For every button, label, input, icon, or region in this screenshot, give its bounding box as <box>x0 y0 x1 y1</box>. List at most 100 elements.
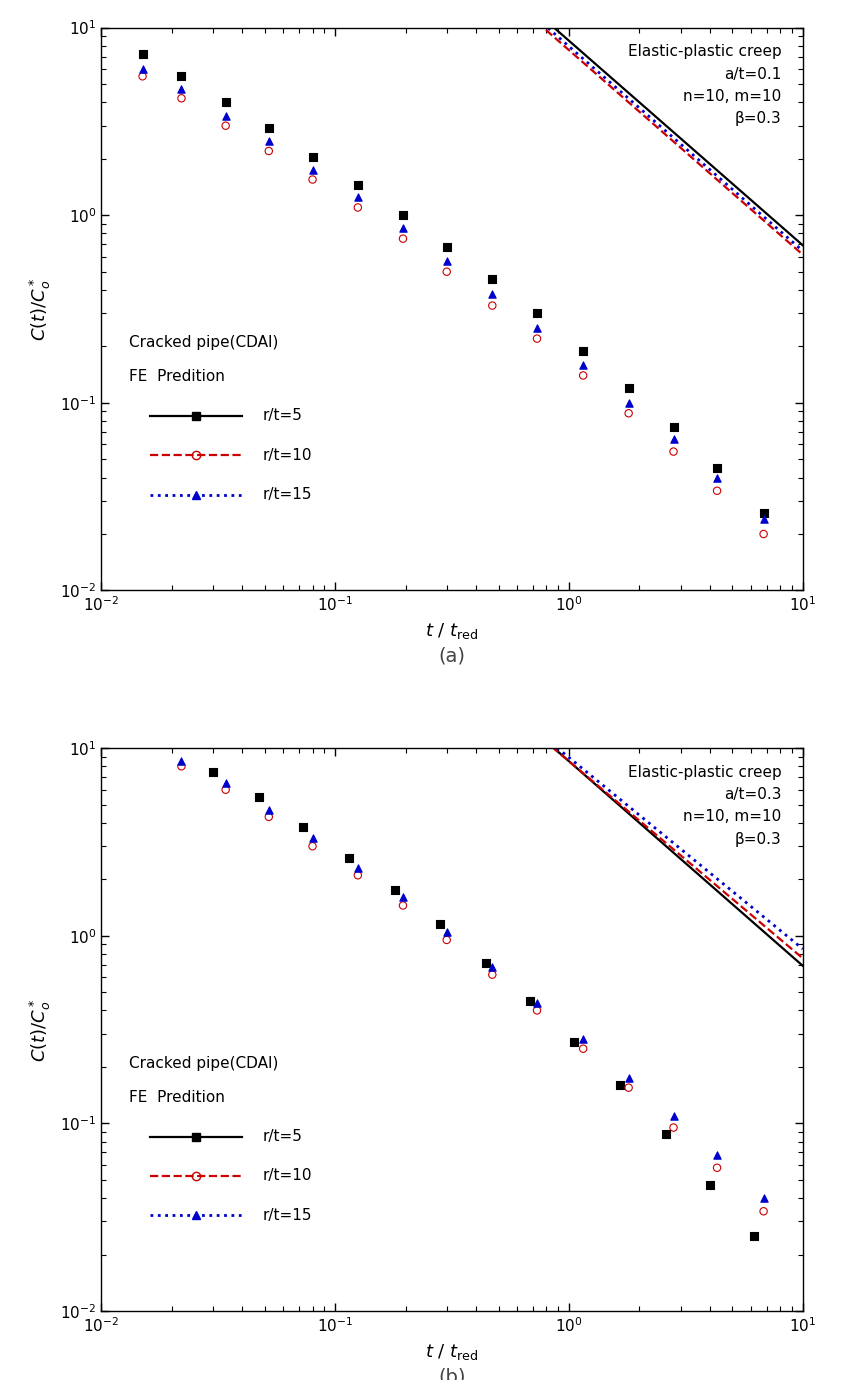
Point <box>621 392 635 414</box>
Point <box>350 186 364 208</box>
Point <box>396 886 409 908</box>
Point <box>262 806 275 828</box>
Point <box>306 168 319 190</box>
Point <box>175 751 188 773</box>
Point <box>658 1123 672 1145</box>
Point <box>530 327 544 349</box>
Point <box>666 440 679 462</box>
Point <box>666 1104 679 1126</box>
Text: r/t=5: r/t=5 <box>262 408 302 424</box>
Point <box>666 417 679 439</box>
Point <box>666 428 679 450</box>
Point <box>756 1187 770 1209</box>
Point <box>350 857 364 879</box>
Point <box>306 835 319 857</box>
Point <box>252 785 265 807</box>
Point <box>136 43 149 65</box>
X-axis label: $t$ / $t_{\rm red}$: $t$ / $t_{\rm red}$ <box>425 621 479 640</box>
Text: Elastic-plastic creep
a/t=0.1
n=10, m=10
β=0.3: Elastic-plastic creep a/t=0.1 n=10, m=10… <box>627 44 781 126</box>
Point <box>485 963 499 985</box>
Point <box>756 508 770 530</box>
Point <box>350 196 364 218</box>
Point <box>262 117 275 139</box>
Text: r/t=15: r/t=15 <box>262 487 311 502</box>
Point <box>396 894 409 916</box>
Point <box>710 466 723 489</box>
Point <box>306 159 319 181</box>
Point <box>219 115 232 137</box>
Text: r/t=10: r/t=10 <box>262 448 311 462</box>
X-axis label: $t$ / $t_{\rm red}$: $t$ / $t_{\rm red}$ <box>425 1341 479 1362</box>
Point <box>136 65 149 87</box>
Point <box>756 523 770 545</box>
Text: r/t=5: r/t=5 <box>262 1129 302 1144</box>
Point <box>440 261 453 283</box>
Point <box>219 778 232 800</box>
Point <box>175 755 188 777</box>
Point <box>175 79 188 101</box>
Point <box>396 204 409 226</box>
Point <box>306 828 319 850</box>
Point <box>479 951 492 973</box>
Point <box>262 799 275 821</box>
Point <box>702 1174 716 1196</box>
Point <box>432 914 446 936</box>
Point <box>576 353 589 375</box>
Point <box>666 1116 679 1138</box>
Text: r/t=15: r/t=15 <box>262 1208 311 1223</box>
Text: FE  Predition: FE Predition <box>129 1090 225 1104</box>
Point <box>219 91 232 113</box>
Point <box>530 302 544 324</box>
Point <box>136 58 149 80</box>
Point <box>440 250 453 272</box>
Point <box>756 1201 770 1223</box>
Point <box>262 139 275 161</box>
Point <box>747 1225 760 1248</box>
Point <box>576 339 589 362</box>
Point <box>566 1031 580 1053</box>
Point <box>219 105 232 127</box>
Point <box>296 816 310 838</box>
Text: (b): (b) <box>438 1368 465 1380</box>
Text: (a): (a) <box>438 647 465 665</box>
Point <box>206 760 219 782</box>
Point <box>621 402 635 424</box>
Point <box>576 1038 589 1060</box>
Text: r/t=10: r/t=10 <box>262 1169 311 1184</box>
Point <box>350 174 364 196</box>
Point <box>621 377 635 399</box>
Point <box>621 1076 635 1098</box>
Point <box>485 283 499 305</box>
Point <box>396 228 409 250</box>
Point <box>262 130 275 152</box>
Y-axis label: $C(t)/C_o^*$: $C(t)/C_o^*$ <box>28 998 53 1061</box>
Point <box>756 501 770 523</box>
Point <box>342 847 355 869</box>
Point <box>485 268 499 290</box>
Point <box>530 317 544 339</box>
Point <box>440 236 453 258</box>
Point <box>621 1067 635 1089</box>
Point <box>350 864 364 886</box>
Point <box>613 1074 626 1096</box>
Point <box>710 1144 723 1166</box>
Text: Cracked pipe(CDAI): Cracked pipe(CDAI) <box>129 335 279 351</box>
Point <box>396 218 409 240</box>
Text: Cracked pipe(CDAI): Cracked pipe(CDAI) <box>129 1056 279 1071</box>
Point <box>219 773 232 795</box>
Point <box>522 989 536 1012</box>
Text: Elastic-plastic creep
a/t=0.3
n=10, m=10
β=0.3: Elastic-plastic creep a/t=0.3 n=10, m=10… <box>627 765 781 846</box>
Point <box>530 999 544 1021</box>
Point <box>710 480 723 502</box>
Point <box>440 920 453 943</box>
Point <box>440 929 453 951</box>
Point <box>387 879 401 901</box>
Point <box>175 65 188 87</box>
Point <box>530 992 544 1014</box>
Text: FE  Predition: FE Predition <box>129 368 225 384</box>
Point <box>485 294 499 316</box>
Point <box>306 146 319 168</box>
Point <box>175 87 188 109</box>
Point <box>576 1028 589 1050</box>
Point <box>576 364 589 386</box>
